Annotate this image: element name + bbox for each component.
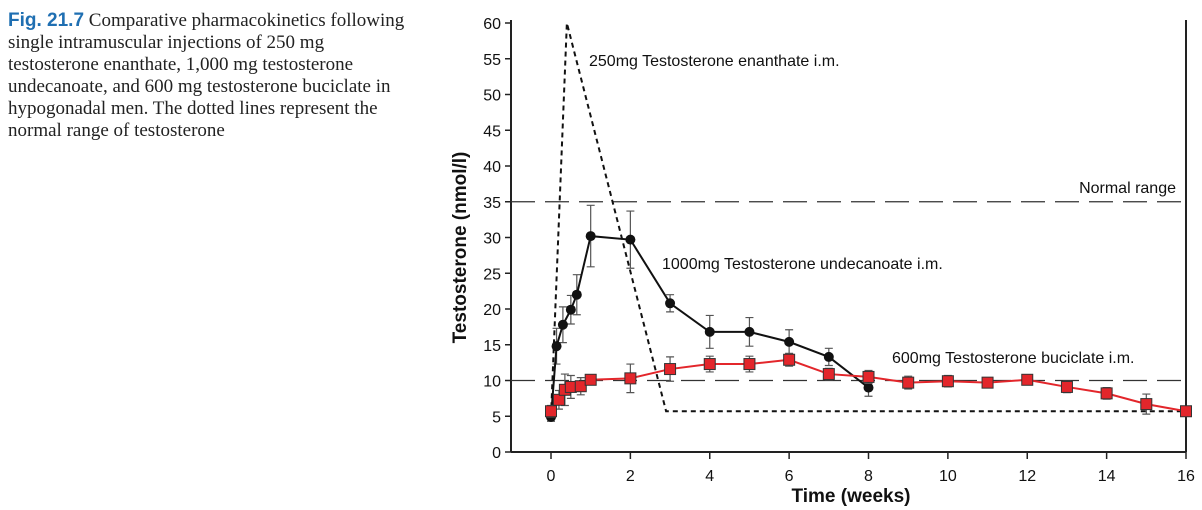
buciclate-point	[584, 373, 597, 386]
x-tick-label: 10	[939, 468, 957, 485]
normal-range-label: Normal range	[1079, 180, 1176, 197]
x-tick-label: 0	[547, 468, 556, 485]
buciclate-point	[981, 376, 994, 389]
x-tick-label: 2	[626, 468, 635, 485]
y-axis-label: Testosterone (nmol/l)	[450, 152, 471, 344]
y-tick-label: 35	[483, 195, 501, 212]
enanthate-line	[550, 22, 1186, 417]
y-tick-label: 40	[483, 159, 501, 176]
figure-caption: Fig. 21.7 Comparative pharmacokinetics f…	[8, 10, 418, 142]
buciclate-point	[552, 393, 565, 406]
series-label: 250mg Testosterone enanthate i.m.	[589, 53, 840, 70]
undecanoate-point	[823, 351, 834, 362]
undecanoate-point	[744, 326, 755, 337]
series-label: 600mg Testosterone buciclate i.m.	[892, 350, 1135, 367]
buciclate-point	[664, 363, 677, 376]
caption-text: Comparative pharmacokinetics following s…	[8, 10, 405, 141]
undecanoate-point	[863, 382, 874, 393]
buciclate-point	[1180, 405, 1192, 418]
x-tick-label: 6	[785, 468, 794, 485]
buciclate-point	[1100, 387, 1113, 400]
y-tick-label: 50	[483, 88, 501, 105]
x-axis-label: Time (weeks)	[792, 486, 911, 507]
x-tick-label: 12	[1018, 468, 1036, 485]
x-tick-label: 8	[864, 468, 873, 485]
buciclate-point	[703, 358, 716, 371]
y-tick-label: 55	[483, 52, 501, 69]
y-tick-label: 25	[483, 266, 501, 283]
x-tick-label: 4	[705, 468, 714, 485]
buciclate-point	[1021, 373, 1034, 386]
undecanoate-point	[585, 231, 596, 242]
buciclate-point	[862, 370, 875, 383]
buciclate-point	[902, 376, 915, 389]
undecanoate-point	[551, 341, 562, 352]
undecanoate-point	[565, 304, 576, 315]
x-tick-label: 16	[1177, 468, 1195, 485]
figure-label: Fig. 21.7	[8, 10, 85, 31]
buciclate-point	[941, 375, 954, 388]
buciclate-point	[564, 380, 577, 393]
y-tick-label: 15	[483, 338, 501, 355]
buciclate-point	[783, 353, 796, 366]
buciclate-point	[574, 380, 587, 393]
buciclate-point	[545, 405, 557, 418]
buciclate-point	[624, 372, 637, 385]
y-tick-label: 60	[483, 16, 501, 33]
series-label: 1000mg Testosterone undecanoate i.m.	[662, 256, 943, 273]
undecanoate-point	[625, 234, 636, 245]
buciclate-point	[822, 368, 835, 381]
buciclate-point	[1140, 398, 1153, 411]
x-tick-label: 14	[1098, 468, 1116, 485]
undecanoate-point	[784, 336, 795, 347]
undecanoate-point	[571, 289, 582, 300]
y-tick-label: 5	[492, 409, 501, 426]
y-tick-label: 20	[483, 302, 501, 319]
undecanoate-point	[665, 298, 676, 309]
y-tick-label: 45	[483, 123, 501, 140]
undecanoate-point	[704, 326, 715, 337]
y-tick-label: 0	[492, 445, 501, 462]
buciclate-point	[743, 358, 756, 371]
y-tick-label: 30	[483, 231, 501, 248]
y-tick-label: 10	[483, 374, 501, 391]
undecanoate-point	[557, 319, 568, 330]
buciclate-point	[1060, 380, 1073, 393]
